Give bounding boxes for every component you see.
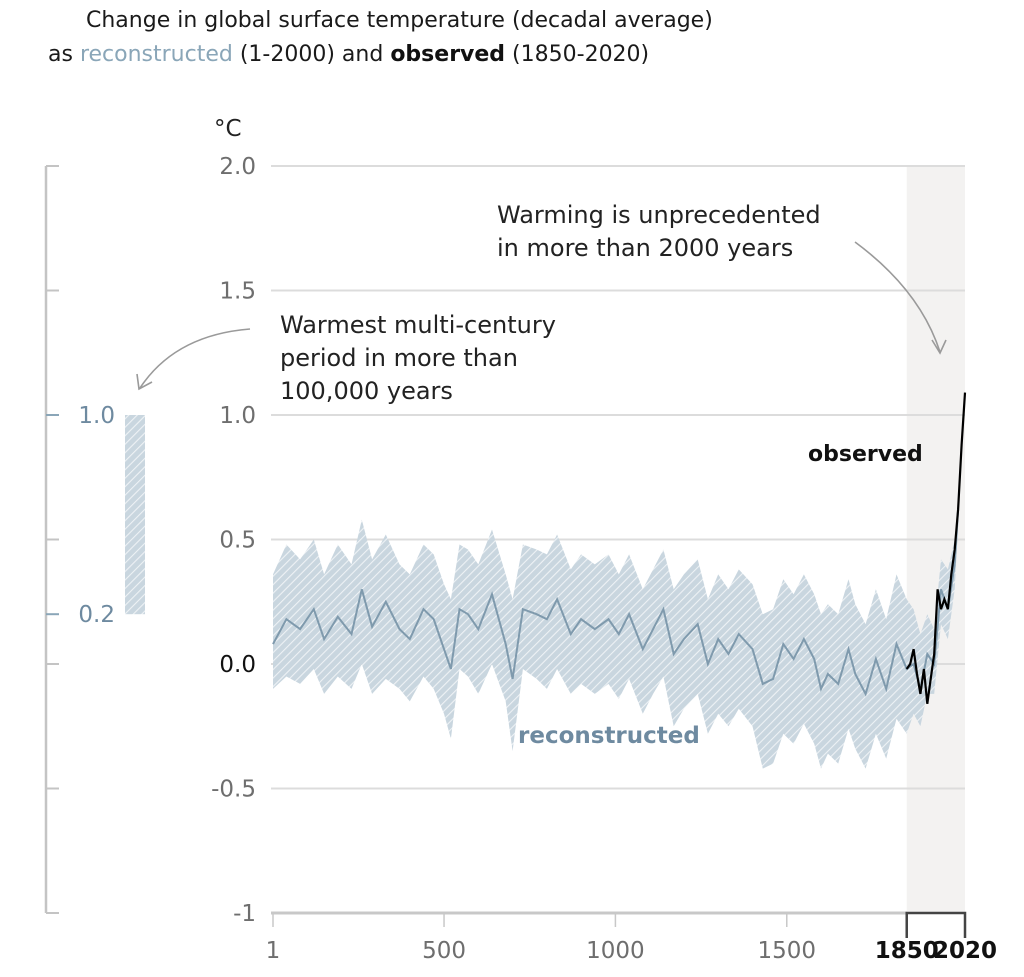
arrowhead-unprecedented-icon [931, 339, 947, 355]
inset-range-bar [125, 415, 145, 615]
chart-title: Change in global surface temperature (de… [48, 4, 748, 72]
title-reconstructed: reconstructed [79, 42, 233, 67]
arrow-unprecedented [854, 241, 941, 353]
label-reconstructed: reconstructed [518, 723, 700, 749]
label-observed: observed [808, 442, 923, 467]
y-tick-label: 0.5 [219, 528, 256, 554]
y-tick-label: 2.0 [219, 154, 256, 180]
title-mid: (1-2000) and [232, 42, 391, 67]
observed-line [905, 392, 967, 704]
title-observed: observed [390, 42, 506, 67]
y-tick-label: 1.0 [219, 403, 256, 429]
y-tick-label: -1 [233, 901, 256, 927]
reconstructed-line [272, 509, 960, 697]
annotation-warmest-line3: 100,000 years [280, 377, 453, 405]
inset-axis: 1.0 0.2 [44, 165, 145, 914]
arrow-warmest [139, 328, 251, 389]
title-line-2: as reconstructed (1-2000) and observed (… [48, 42, 649, 67]
x-tick-label: 500 [422, 938, 466, 964]
x-tick-label: 1 [266, 938, 281, 964]
y-tick-label: 1.5 [219, 279, 256, 305]
observed-period-bracket [905, 911, 967, 938]
inset-label-high: 1.0 [78, 403, 115, 429]
reconstructed-uncertainty-band [273, 494, 959, 769]
x-tick-label: 1000 [586, 938, 645, 964]
title-line-1: Change in global surface temperature (de… [86, 8, 713, 33]
title-prefix: as [48, 42, 80, 67]
y-axis-ticks: 2.0 1.5 1.0 0.5 0.0 -0.5 -1 [211, 154, 256, 927]
inset-label-low: 0.2 [78, 602, 115, 628]
y-axis-unit: °C [214, 116, 242, 142]
title-suffix: (1850-2020) [505, 42, 650, 67]
annotation-unprecedented-line1: Warming is unprecedented [497, 201, 821, 229]
y-tick-label: 0.0 [219, 652, 256, 678]
x-tick-label: 1500 [757, 938, 816, 964]
annotation-unprecedented-line2: in more than 2000 years [497, 234, 793, 262]
x-tick-label-bold: 2020 [933, 938, 997, 964]
y-tick-label: -0.5 [211, 777, 256, 803]
annotation-warmest-line1: Warmest multi-century [280, 311, 556, 339]
annotation-warmest-line2: period in more than [280, 344, 518, 372]
arrowhead-warmest-icon [136, 373, 153, 391]
x-tick-label-bold: 1850 [875, 938, 939, 964]
